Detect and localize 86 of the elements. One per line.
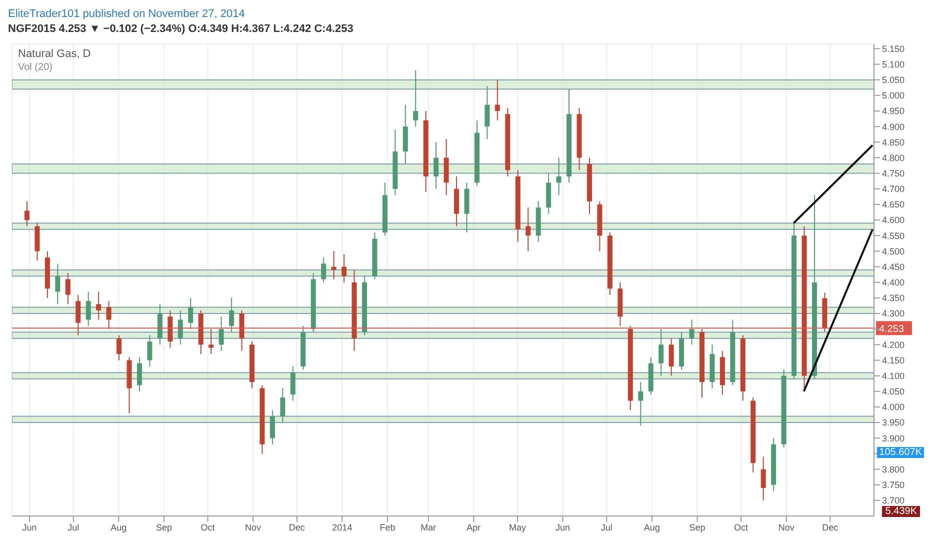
x-tick-label: Jul bbox=[600, 522, 612, 532]
y-tick-label: 4.450 bbox=[882, 262, 905, 272]
candlestick bbox=[760, 456, 766, 501]
y-tick-label: 4.600 bbox=[882, 215, 905, 226]
x-tick-label: Feb bbox=[380, 522, 396, 532]
x-tick-label: Mar bbox=[420, 522, 436, 532]
candlestick bbox=[188, 297, 194, 330]
text: 5.439K bbox=[882, 506, 920, 517]
x-tick-label: Oct bbox=[200, 522, 216, 532]
candlestick bbox=[658, 328, 664, 376]
candlestick bbox=[86, 291, 91, 326]
x-tick-label: Jul bbox=[68, 522, 80, 532]
y-tick-label: 4.800 bbox=[882, 152, 905, 163]
x-tick-label: Sep bbox=[689, 522, 706, 532]
candlestick bbox=[413, 70, 418, 128]
y-tick-label: 4.700 bbox=[882, 184, 905, 194]
x-tick-label: May bbox=[509, 522, 527, 532]
candlestick bbox=[331, 250, 336, 280]
y-tick-label: 4.950 bbox=[882, 106, 905, 116]
candlestick bbox=[218, 316, 224, 352]
y-tick-label: 5.150 bbox=[882, 44, 905, 54]
y-tick-label: 4.550 bbox=[882, 230, 905, 241]
text: EliteTrader101 published on November 27, 2014 bbox=[8, 8, 246, 22]
candlestick bbox=[76, 294, 81, 336]
y-tick-label: 4.850 bbox=[882, 137, 905, 148]
candlestick bbox=[526, 207, 531, 252]
candlestick bbox=[668, 338, 674, 376]
candlestick bbox=[116, 334, 122, 361]
x-tick-label: Oct bbox=[734, 522, 749, 532]
candlestick bbox=[484, 86, 490, 140]
ref-line-label: 4.253 bbox=[879, 324, 904, 336]
y-tick-label: 5.100 bbox=[882, 59, 905, 70]
x-tick-label: Apr bbox=[466, 522, 481, 532]
y-tick-label: 4.750 bbox=[882, 168, 905, 178]
candlestick bbox=[321, 256, 326, 283]
y-tick-label: 4.100 bbox=[882, 370, 905, 381]
y-tick-label: 4.350 bbox=[882, 293, 905, 304]
candlestick bbox=[147, 334, 152, 367]
candlestick bbox=[178, 310, 183, 346]
y-tick-label: 4.650 bbox=[882, 200, 905, 210]
candlestick bbox=[434, 142, 439, 190]
y-tick-label: 5.000 bbox=[882, 90, 905, 101]
y-tick-label: 4.500 bbox=[882, 246, 905, 256]
candlestick bbox=[280, 388, 286, 424]
candlestick bbox=[55, 263, 60, 305]
y-tick-label: 4.150 bbox=[882, 355, 905, 366]
y-tick-label: 3.950 bbox=[882, 418, 905, 428]
x-tick-label: Jun bbox=[22, 522, 37, 532]
candlestick bbox=[290, 366, 296, 402]
y-tick-label: 3.700 bbox=[882, 496, 905, 506]
annotation: Vol (20) bbox=[18, 62, 52, 73]
candlestick bbox=[556, 157, 562, 196]
candlestick bbox=[65, 272, 70, 305]
y-tick-label: 3.800 bbox=[882, 464, 905, 474]
y-tick-label: 3.900 bbox=[882, 433, 905, 444]
candlestick bbox=[136, 356, 142, 392]
candlestick bbox=[229, 297, 234, 333]
x-tick-label: Sep bbox=[156, 522, 172, 532]
candlestick bbox=[494, 79, 500, 121]
x-tick-label: Jun bbox=[556, 522, 570, 532]
candlestick bbox=[689, 319, 694, 346]
candlestick bbox=[24, 200, 30, 227]
x-tick-label: Dec bbox=[822, 522, 839, 532]
y-tick-label: 4.900 bbox=[882, 122, 905, 132]
chart-subtitle: NGF2015 4.253 ▼ −0.102 (−2.34%) O:4.349 H:4.367 L:4.242 C:4.253 bbox=[8, 23, 354, 37]
candlestick bbox=[270, 410, 275, 445]
candlestick bbox=[106, 300, 112, 330]
candlestick bbox=[342, 254, 347, 283]
y-tick-label: 4.050 bbox=[882, 386, 905, 397]
x-tick-label: 2014 bbox=[332, 522, 352, 532]
chart-title: Natural Gas, D bbox=[18, 48, 91, 60]
y-tick-label: 4.300 bbox=[882, 308, 905, 319]
x-tick-label: Aug bbox=[644, 522, 660, 532]
y-tick-label: 4.400 bbox=[882, 278, 905, 288]
y-tick-label: 3.750 bbox=[882, 480, 905, 490]
x-tick-label: Nov bbox=[778, 522, 795, 532]
y-tick-label: 5.050 bbox=[882, 75, 905, 86]
candlestick bbox=[96, 291, 102, 320]
text: 105.607K bbox=[877, 447, 924, 458]
candlestick bbox=[638, 382, 644, 426]
x-tick-label: Aug bbox=[110, 522, 127, 532]
y-tick-label: 4.200 bbox=[882, 340, 905, 350]
candlestick bbox=[208, 328, 214, 354]
y-tick-label: 4.000 bbox=[882, 402, 905, 412]
x-tick-label: Nov bbox=[245, 522, 262, 532]
x-tick-label: Dec bbox=[288, 522, 306, 532]
